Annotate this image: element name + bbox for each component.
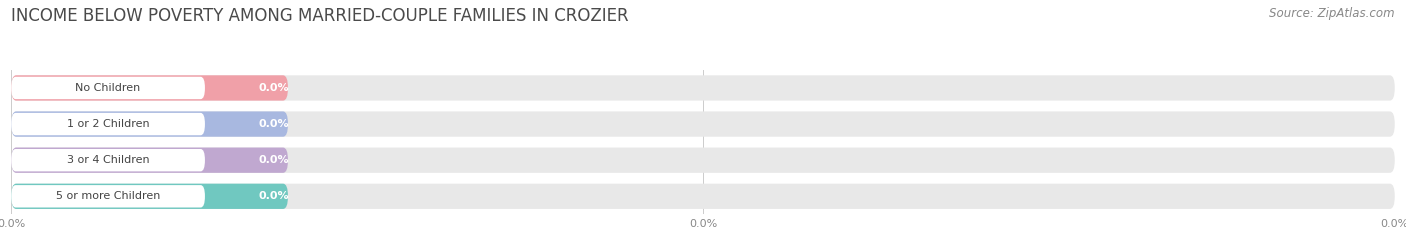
Text: 0.0%: 0.0%	[259, 191, 290, 201]
Text: 3 or 4 Children: 3 or 4 Children	[66, 155, 149, 165]
FancyBboxPatch shape	[11, 113, 205, 135]
FancyBboxPatch shape	[11, 77, 205, 99]
FancyBboxPatch shape	[11, 111, 1395, 137]
FancyBboxPatch shape	[11, 185, 205, 208]
Text: INCOME BELOW POVERTY AMONG MARRIED-COUPLE FAMILIES IN CROZIER: INCOME BELOW POVERTY AMONG MARRIED-COUPL…	[11, 7, 628, 25]
Text: 5 or more Children: 5 or more Children	[56, 191, 160, 201]
FancyBboxPatch shape	[11, 111, 288, 137]
FancyBboxPatch shape	[11, 75, 1395, 101]
FancyBboxPatch shape	[11, 149, 205, 171]
FancyBboxPatch shape	[11, 147, 1395, 173]
FancyBboxPatch shape	[11, 184, 288, 209]
FancyBboxPatch shape	[11, 184, 1395, 209]
Text: 0.0%: 0.0%	[259, 83, 290, 93]
Text: No Children: No Children	[76, 83, 141, 93]
FancyBboxPatch shape	[11, 75, 288, 101]
Text: 0.0%: 0.0%	[259, 155, 290, 165]
Text: Source: ZipAtlas.com: Source: ZipAtlas.com	[1270, 7, 1395, 20]
Text: 0.0%: 0.0%	[259, 119, 290, 129]
Text: 1 or 2 Children: 1 or 2 Children	[66, 119, 149, 129]
FancyBboxPatch shape	[11, 147, 288, 173]
